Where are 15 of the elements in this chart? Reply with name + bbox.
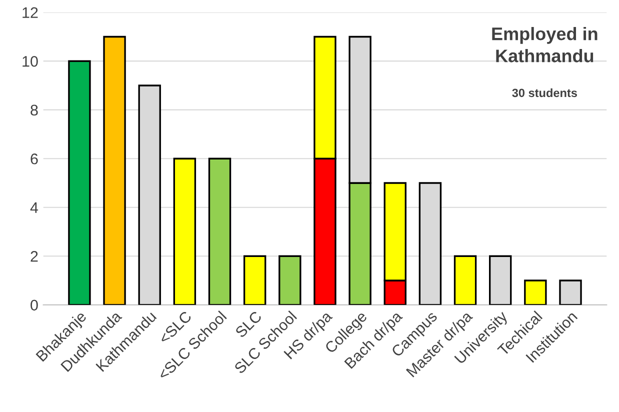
- y-tick-label: 8: [30, 104, 38, 116]
- y-tick-label: 0: [30, 300, 38, 311]
- y-tick-label: 10: [22, 56, 38, 67]
- x-tick-label: SLC: [234, 310, 262, 338]
- bar: [68, 60, 91, 305]
- y-tick-label: 2: [30, 250, 38, 262]
- bar: [208, 158, 232, 305]
- y-tick-label: 12: [22, 7, 38, 18]
- bar: [103, 36, 126, 305]
- y-tick-label: 4: [30, 202, 38, 213]
- y-tick-label: 6: [30, 153, 38, 164]
- text: 30 students: [512, 88, 577, 98]
- bar: [278, 255, 302, 305]
- bar: [559, 280, 582, 305]
- text: Employed in Kathmandu: [492, 26, 598, 62]
